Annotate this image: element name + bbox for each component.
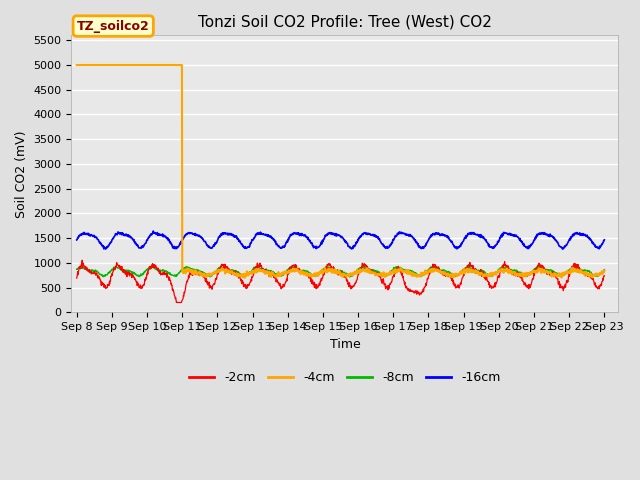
Y-axis label: Soil CO2 (mV): Soil CO2 (mV) xyxy=(15,130,28,217)
Title: Tonzi Soil CO2 Profile: Tree (West) CO2: Tonzi Soil CO2 Profile: Tree (West) CO2 xyxy=(198,15,492,30)
Legend: -2cm, -4cm, -8cm, -16cm: -2cm, -4cm, -8cm, -16cm xyxy=(184,366,506,389)
Text: TZ_soilco2: TZ_soilco2 xyxy=(77,20,150,33)
X-axis label: Time: Time xyxy=(330,337,360,351)
